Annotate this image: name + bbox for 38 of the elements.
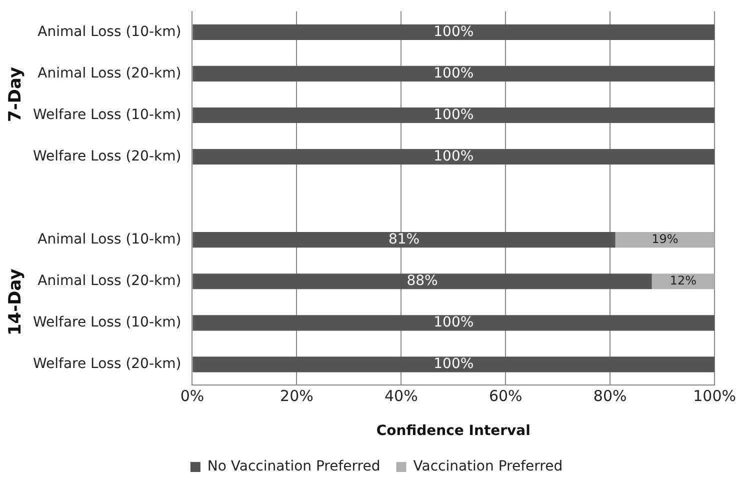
data-label: 81% [388,231,420,248]
data-label: 12% [670,273,697,288]
bar [192,107,715,124]
data-label: 100% [434,106,474,123]
bar [192,232,616,248]
bar [192,66,715,82]
bar [192,148,715,165]
x-tick-label: 20% [280,387,314,406]
legend-label: No Vaccination Preferred [207,458,380,475]
legend-label: Vaccination Preferred [413,458,563,475]
bar [192,356,715,372]
bar [192,24,715,40]
y-tick-label: Welfare Loss (20-km) [32,356,182,372]
data-label: 19% [652,232,678,246]
data-label: 88% [406,273,438,290]
data-label: 100% [434,65,474,82]
text: 7-Day [5,66,26,122]
y-tick-label: Animal Loss (10-km) [38,231,182,248]
y-tick-label: Animal Loss (10-km) [38,24,182,40]
data-label: 100% [434,24,474,40]
x-tick-label: 60% [488,387,522,406]
x-tick-label: 0% [180,387,204,406]
y-tick-label: Welfare Loss (10-km) [32,314,182,331]
data-label: 100% [434,148,474,164]
x-tick-label: 80% [593,387,627,406]
y-tick-label: Welfare Loss (20-km) [32,148,182,164]
bar [192,274,652,290]
y-tick-label: Animal Loss (20-km) [38,273,182,290]
data-label: 100% [434,356,474,372]
bar [615,232,715,248]
text: 14-Day [5,268,26,336]
x-tick-label: 40% [384,387,418,406]
data-label: 100% [434,314,474,331]
x-axis-title: Confidence Interval [376,423,530,440]
y-tick-label: Welfare Loss (10-km) [32,106,182,123]
y-tick-label: Animal Loss (20-km) [38,65,182,82]
x-tick-label: 100% [693,387,736,406]
bar [192,315,715,331]
